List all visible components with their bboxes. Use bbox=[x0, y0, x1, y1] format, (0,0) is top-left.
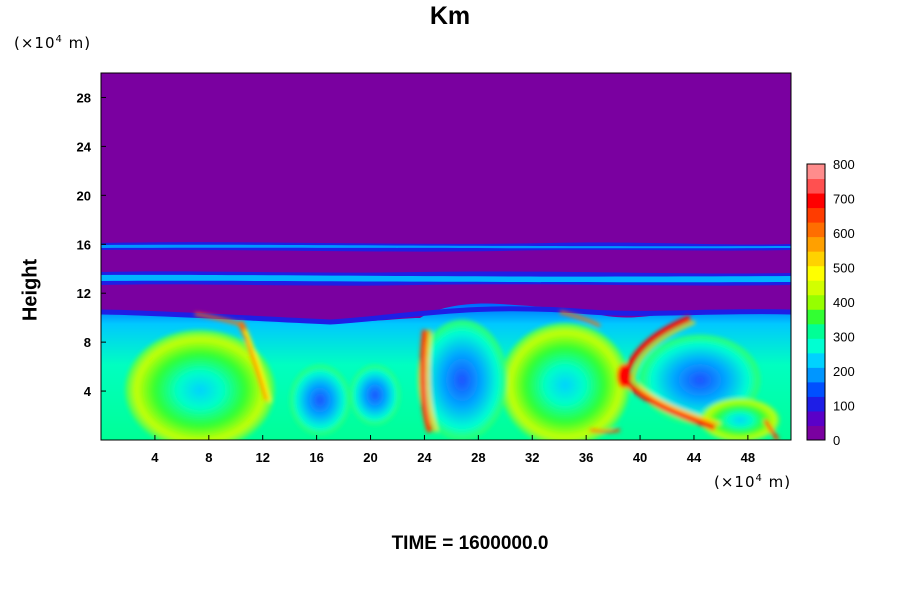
layer-band-16-core bbox=[101, 244, 791, 249]
colorbar-tick-label: 200 bbox=[833, 364, 855, 379]
colorbar-swatch bbox=[807, 352, 825, 368]
x-tick-label: 20 bbox=[363, 450, 377, 465]
eddy-center bbox=[500, 323, 630, 440]
y-tick-label: 24 bbox=[77, 139, 92, 154]
colorbar: 0 100 200 300 400 500 600 700 800 bbox=[806, 157, 855, 448]
streak-24 bbox=[419, 329, 433, 433]
x-tick-label: 28 bbox=[471, 450, 485, 465]
x-tick-label: 48 bbox=[741, 450, 755, 465]
streak-24-edge bbox=[426, 329, 438, 433]
colorbar-swatch bbox=[807, 338, 825, 354]
colorbar-swatch bbox=[807, 410, 825, 426]
time-label: TIME = 1600000.0 bbox=[391, 533, 549, 554]
y-tick-label: 12 bbox=[77, 286, 91, 301]
colorbar-swatch bbox=[807, 425, 825, 441]
eddy-small-1 bbox=[290, 365, 350, 435]
colorbar-swatch bbox=[807, 164, 825, 180]
colorbar-swatch bbox=[807, 236, 825, 252]
x-tick-label: 24 bbox=[417, 450, 432, 465]
eddy-small-2 bbox=[350, 365, 400, 425]
x-tick-label: 12 bbox=[255, 450, 269, 465]
colorbar-swatch bbox=[807, 280, 825, 296]
y-tick-label: 28 bbox=[77, 90, 91, 105]
colorbar-frame bbox=[806, 163, 826, 441]
x-axis-unit: (×104 m) bbox=[714, 473, 792, 491]
y-axis-unit: (×104 m) bbox=[14, 34, 92, 52]
y-tick-label: 8 bbox=[84, 335, 91, 350]
colorbar-swatch bbox=[807, 294, 825, 310]
colorbar-swatch bbox=[807, 396, 825, 412]
y-tick-label: 20 bbox=[77, 188, 91, 203]
x-tick-label: 16 bbox=[309, 450, 323, 465]
y-axis-ticks: 4 8 12 16 20 24 28 bbox=[77, 90, 106, 399]
colorbar-swatch bbox=[807, 309, 825, 325]
colorbar-tick-label: 0 bbox=[833, 433, 840, 448]
y-tick-label: 16 bbox=[77, 237, 91, 252]
colorbar-swatch bbox=[807, 178, 825, 194]
eddy-center-left bbox=[417, 320, 507, 440]
plot-frame bbox=[100, 72, 792, 441]
colorbar-swatch bbox=[807, 207, 825, 223]
colorbar-tick-label: 500 bbox=[833, 261, 855, 276]
x-tick-label: 8 bbox=[205, 450, 212, 465]
streak-top-left bbox=[194, 312, 241, 326]
chart-title: Km bbox=[429, 2, 471, 30]
colorbar-swatch bbox=[807, 251, 825, 267]
colorbar-tick-label: 100 bbox=[833, 399, 855, 414]
streak-12-edge bbox=[243, 329, 272, 403]
x-tick-label: 44 bbox=[687, 450, 702, 465]
streak-40-edge bbox=[631, 320, 721, 426]
colorbar-tick-label: 800 bbox=[833, 157, 855, 172]
hotspot-38 bbox=[617, 364, 631, 388]
streak-bottom bbox=[589, 428, 621, 433]
colorbar-swatch bbox=[807, 323, 825, 339]
colorbar-swatch bbox=[807, 367, 825, 383]
colorbar-tick-label: 700 bbox=[833, 192, 855, 207]
x-tick-label: 40 bbox=[633, 450, 647, 465]
x-tick-label: 36 bbox=[579, 450, 593, 465]
streak-right-corner bbox=[763, 418, 780, 440]
eddy-left bbox=[125, 330, 275, 440]
colorbar-tick-label: 300 bbox=[833, 330, 855, 345]
colorbar-swatch bbox=[807, 265, 825, 281]
eddy-right-bottom bbox=[700, 398, 780, 440]
y-tick-label: 4 bbox=[84, 384, 92, 399]
x-axis-ticks: 4 8 12 16 20 24 28 32 36 40 44 48 bbox=[151, 435, 755, 465]
field-features bbox=[101, 242, 791, 440]
colorbar-tick-label: 600 bbox=[833, 226, 855, 241]
streak-top-right bbox=[559, 310, 601, 328]
colorbar-swatch bbox=[807, 222, 825, 238]
layer-band-13-core bbox=[101, 274, 791, 283]
x-tick-label: 4 bbox=[151, 450, 159, 465]
colorbar-swatch bbox=[807, 381, 825, 397]
colorbar-swatch bbox=[807, 193, 825, 209]
x-tick-label: 32 bbox=[525, 450, 539, 465]
colorbar-tick-label: 400 bbox=[833, 295, 855, 310]
